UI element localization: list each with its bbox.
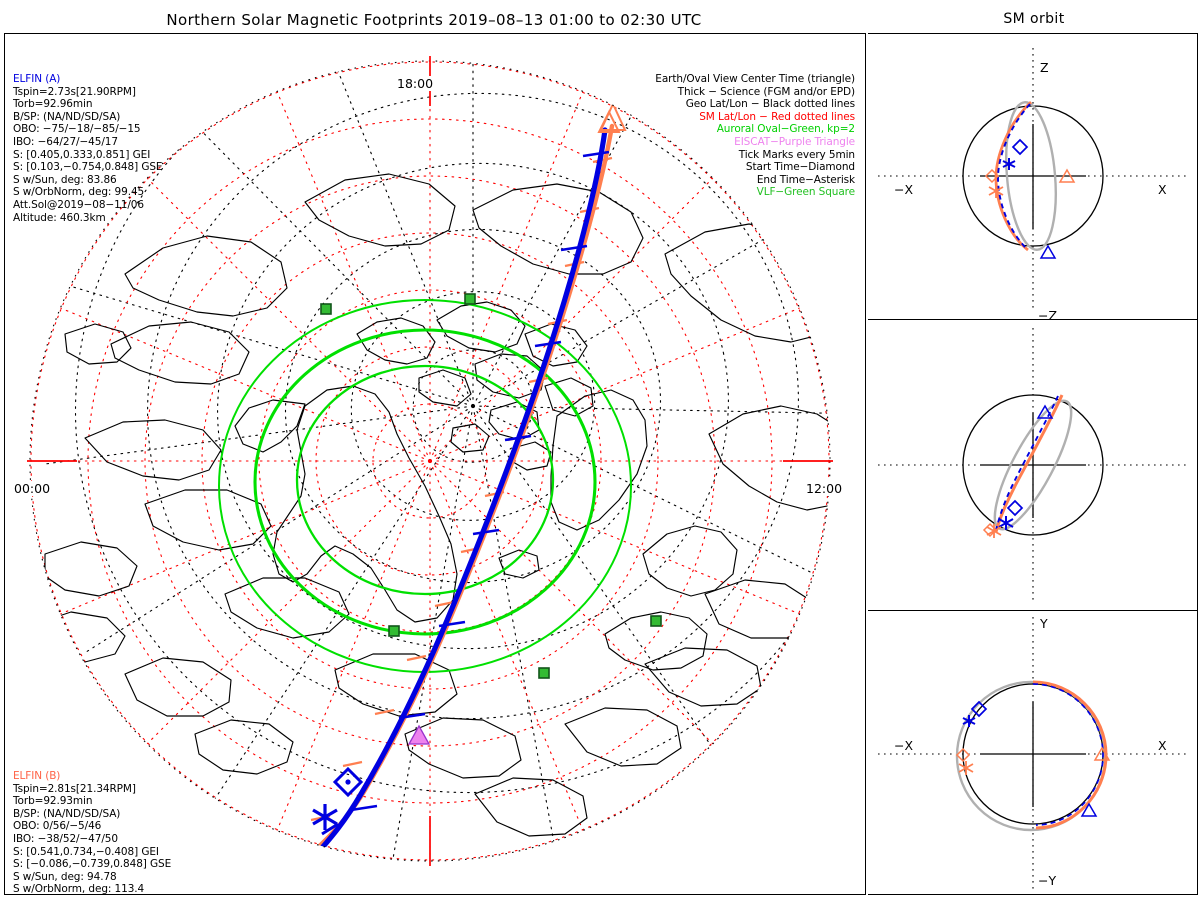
page-title: Northern Solar Magnetic Footprints 2019–… [166,11,702,29]
vlf-stations [320,293,662,679]
markers [984,138,1076,259]
elfin-a-line-4: IBO: −64/27/−45/17 [13,135,118,148]
elfin-b-line-8: S w/OrbNorm, deg: 113.4 [13,883,145,895]
orbit-elfin-a [997,103,1031,249]
mlt-label-right: 12:00 [805,481,844,496]
mid-cross-a [321,822,339,836]
markers [955,700,1111,817]
polar-footprint-chart [27,56,833,894]
elfin-a-line-10: Altitude: 460.3km [13,211,106,224]
orbit-elfin-b [1032,680,1108,830]
axes-dotted [878,328,1188,602]
legend-item-5: EISCAT−Purple Triangle [734,135,855,148]
legend-item-4: Auroral Oval−Green, kp=2 [716,123,855,136]
track-elfin-a [312,127,610,859]
legend-item-9: VLF−Green Square [756,186,855,199]
legend-item-1: Thick − Science (FGM and/or EPD) [677,85,855,98]
xy-axis-label-pos-y: Y [1040,616,1048,631]
elfin-a-line-2: B/SP: (NA/ND/SD/SA) [13,110,121,123]
elfin-b-line-7: S w/Sun, deg: 94.78 [13,870,117,883]
xy-axis-label-neg-y: −Y [1038,873,1057,888]
xz-axis-label-pos-z: Z [1040,60,1049,75]
axes-solid [980,413,1086,518]
sm-orbit-xy-panel: −X X Y −Y [868,320,1197,888]
elfin-a-line-0: Tspin=2.73s[21.90RPM] [13,85,136,98]
elfin-a-line-5: S: [0.405,0.333,0.851] GEI [13,148,151,161]
xz-axis-label-neg-x: −X [894,182,914,197]
elfin-a-name: ELFIN (A) [13,73,61,85]
legend-item-7: Start Time−Diamond [745,161,855,174]
elfin-b-info: ELFIN (B) Tspin=2.81s[21.34RPM] Torb=92.… [13,770,172,895]
mlt-label-top: 18:00 [396,76,435,91]
markers [982,404,1054,538]
legend-item-2: Geo Lat/Lon − Black dotted lines [685,98,855,111]
start-diamond-b [271,872,297,894]
orbit-elfin-a [1032,683,1104,826]
tick-marks-b [310,156,613,822]
elfin-b-line-4: IBO: −38/52/−47/50 [13,832,118,845]
elfin-b-line-0: Tspin=2.81s[21.34RPM] [13,782,136,795]
legend: Earth/Oval View Center Time (triangle) T… [655,73,855,199]
start-diamond-a [332,766,364,798]
legend-item-8: End Time−Asterisk [756,173,855,186]
sm-orbit-xz-panel: −X X Z −Z [868,34,1197,323]
side-divider-2 [868,610,1197,611]
legend-item-6: Tick Marks every 5min [738,148,855,161]
xz-axis-label-pos-x: X [1158,182,1167,197]
mlt-label-left: 00:00 [13,481,52,496]
sm-orbit-yz-panel: −Y Y Z −Z [868,611,1197,894]
coastlines [34,173,830,837]
elfin-b-name: ELFIN (B) [13,770,61,782]
end-asterisk-a [312,804,338,830]
track-markers [271,101,627,894]
side-divider-1 [868,319,1197,320]
elfin-b-line-6: S: [−0.086,−0.739,0.848] GSE [13,858,172,871]
axes-dotted [878,48,1188,309]
axes-dotted [878,617,1188,889]
earth-circle [962,394,1104,536]
xy-axis-label-neg-x: −X [894,738,914,753]
elfin-b-line-1: Torb=92.93min [13,795,93,808]
elfin-a-line-8: S w/OrbNorm, deg: 99.45 [13,186,145,199]
elfin-a-line-6: S: [0.103,−0.754,0.848] GSE [13,161,163,174]
sm-orbit-title: SM orbit [1003,11,1065,27]
xy-axis-label-pos-x: X [1158,738,1167,753]
elfin-b-line-5: S: [0.541,0.734,−0.408] GEI [13,845,159,858]
main-polar-panel: ELFIN (A) Tspin=2.73s[21.90RPM] Torb=92.… [4,33,866,895]
legend-item-3: SM Lat/Lon − Red dotted lines [699,110,855,123]
elfin-a-line-3: OBO: −75/−18/−85/−15 [13,123,141,136]
view-center-triangle-b [597,101,627,133]
elfin-a-line-7: S w/Sun, deg: 83.86 [13,173,117,186]
geo-grid [44,61,830,861]
axes-solid [980,702,1086,807]
tick-marks-a [350,150,610,812]
elfin-a-line-1: Torb=92.96min [13,98,93,111]
elfin-a-info: ELFIN (A) Tspin=2.73s[21.90RPM] Torb=92.… [13,73,163,224]
eiscat-triangle [407,724,431,745]
elfin-a-line-9: Att.Sol@2019−08−11/06 [13,198,144,211]
auroral-oval [218,299,632,673]
sm-orbit-panel: −X X Z −Z [868,33,1198,895]
elfin-b-line-2: B/SP: (NA/ND/SD/SA) [13,807,121,820]
legend-item-0: Earth/Oval View Center Time (triangle) [655,73,855,85]
ghost-orbit [1005,101,1057,251]
elfin-b-line-3: OBO: 0/56/−5/46 [13,820,102,833]
orbit-elfin-b [994,394,1064,533]
